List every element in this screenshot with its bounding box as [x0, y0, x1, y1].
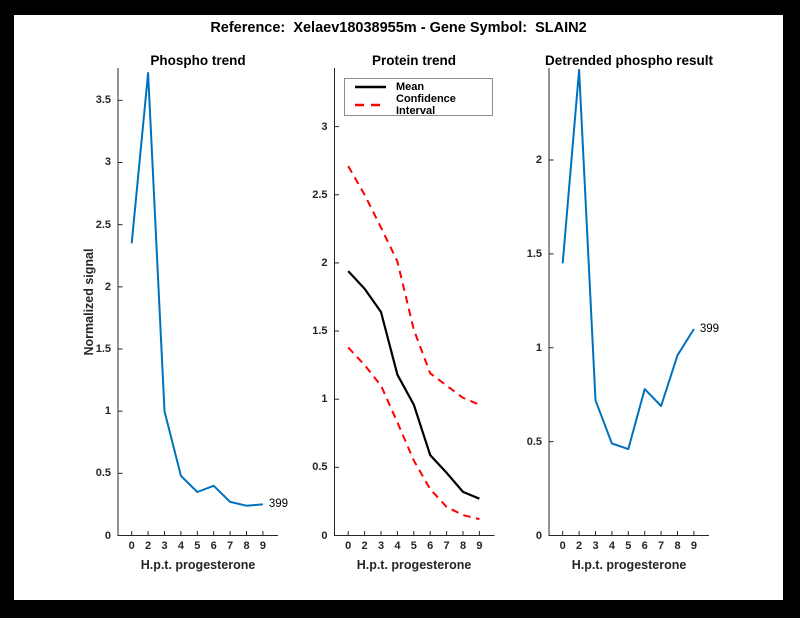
x-tick-label: 6 — [427, 539, 434, 552]
series-endpoint-label: 399 — [268, 498, 289, 511]
x-tick-label: 8 — [243, 539, 250, 552]
y-tick-label: 0.5 — [526, 435, 542, 448]
x-tick-label: 5 — [194, 539, 201, 552]
x-tick-label: 8 — [674, 539, 681, 552]
subplot3-title: Detrended phospho result — [544, 53, 713, 68]
x-tick-label: 7 — [227, 539, 234, 552]
y-tick-label: 0 — [104, 529, 111, 542]
series-line-confidence-upper — [347, 165, 480, 406]
y-tick-label: 3 — [104, 156, 111, 169]
series-line-confidence-lower — [347, 346, 480, 521]
y-tick-label: 0.5 — [95, 467, 111, 480]
figure-title: Reference: Xelaev18038955m - Gene Symbol… — [210, 20, 587, 36]
series-line-phospho-signal — [130, 72, 263, 507]
x-tick-label: 2 — [145, 539, 152, 552]
legend-item-confidence-interval: Confidence Interval — [354, 93, 492, 117]
x-tick-label: 4 — [177, 539, 184, 552]
y-tick-label: 1.5 — [526, 247, 542, 260]
y-tick-label: 1 — [535, 341, 542, 354]
y-tick-label: 1.5 — [95, 342, 111, 355]
x-tick-label: 7 — [658, 539, 665, 552]
x-tick-label: 0 — [559, 539, 566, 552]
subplot3-x-axis-label: H.p.t. progesterone — [571, 558, 687, 572]
y-tick-label: 2 — [535, 153, 542, 166]
x-tick-label: 9 — [259, 539, 266, 552]
y-tick-label: 1 — [321, 393, 328, 406]
legend: Mean Confidence Interval — [344, 78, 493, 117]
y-tick-label: 3 — [321, 120, 328, 133]
series-endpoint-label: 399 — [699, 322, 720, 335]
x-tick-label: 3 — [592, 539, 599, 552]
subplot2-x-axis-label: H.p.t. progesterone — [356, 558, 472, 572]
y-tick-label: 1.5 — [312, 325, 328, 338]
legend-solid-line-icon — [355, 85, 386, 89]
x-tick-label: 9 — [476, 539, 483, 552]
x-tick-label: 4 — [394, 539, 401, 552]
y-tick-label: 0 — [535, 529, 542, 542]
x-tick-label: 3 — [377, 539, 385, 552]
legend-item-mean: Mean — [354, 81, 492, 93]
series-line-mean — [347, 270, 480, 500]
legend-dashed-line-icon — [355, 103, 386, 107]
x-tick-label: 0 — [345, 539, 352, 552]
y-tick-label: 2 — [321, 256, 328, 269]
x-tick-label: 9 — [690, 539, 697, 552]
x-tick-label: 6 — [641, 539, 648, 552]
subplot2-title: Protein trend — [371, 53, 456, 68]
y-tick-label: 1 — [104, 405, 111, 418]
y-tick-label: 2.5 — [95, 218, 111, 231]
subplot1-title: Phospho trend — [150, 53, 246, 68]
x-tick-label: 7 — [443, 539, 450, 552]
x-tick-label: 5 — [625, 539, 632, 552]
y-tick-label: 3.5 — [95, 94, 111, 107]
y-tick-label: 0.5 — [312, 461, 328, 474]
subplot1-x-axis-label: H.p.t. progesterone — [140, 558, 256, 572]
y-tick-label: 2.5 — [312, 188, 328, 201]
y-axis-label: Normalized signal — [82, 248, 96, 356]
x-tick-label: 6 — [210, 539, 217, 552]
legend-item-label: Confidence Interval — [396, 93, 456, 117]
axis-spines — [334, 68, 495, 536]
x-tick-label: 2 — [576, 539, 583, 552]
series-line-detrended-phospho — [561, 68, 695, 451]
y-tick-label: 0 — [321, 529, 328, 542]
x-tick-label: 3 — [161, 539, 168, 552]
x-tick-label: 8 — [459, 539, 467, 552]
legend-item-label: Mean — [396, 81, 425, 93]
y-tick-label: 2 — [104, 280, 111, 293]
x-tick-label: 2 — [361, 539, 368, 552]
x-tick-label: 0 — [128, 539, 135, 552]
x-tick-label: 5 — [410, 539, 417, 552]
x-tick-label: 4 — [608, 539, 615, 552]
